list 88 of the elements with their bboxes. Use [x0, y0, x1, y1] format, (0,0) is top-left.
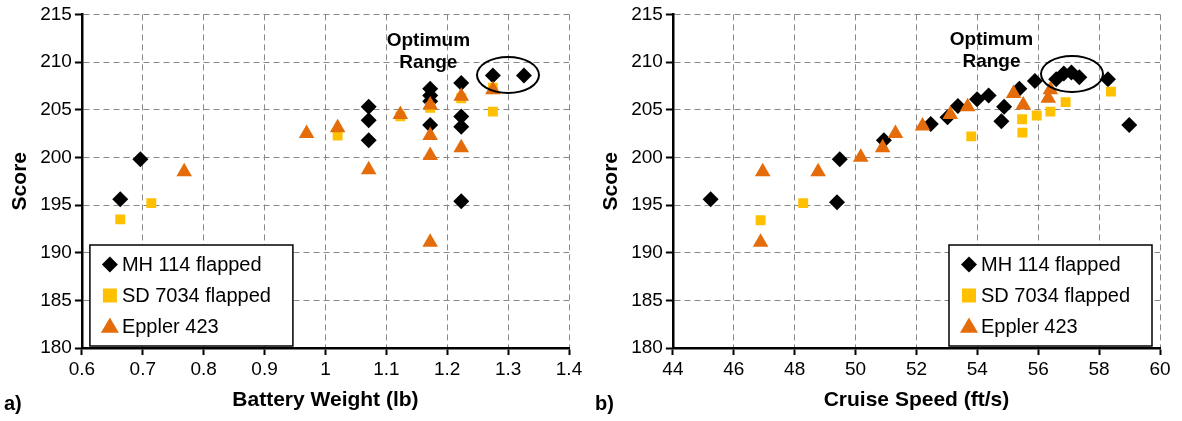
y-tick-label: 215	[631, 2, 663, 24]
y-tick-label: 200	[40, 145, 72, 167]
point	[146, 198, 157, 209]
point	[798, 198, 809, 209]
point	[360, 112, 377, 129]
point	[487, 106, 498, 117]
y-tick-label: 195	[40, 193, 72, 215]
point	[422, 146, 438, 160]
point	[360, 132, 377, 149]
text: b)	[595, 392, 614, 415]
point	[360, 160, 377, 175]
x-tick-label: 56	[1027, 357, 1049, 379]
x-tick-label: 1.3	[494, 357, 522, 379]
x-tick-label: 1.1	[373, 357, 400, 379]
x-tick-label: 0.7	[129, 357, 156, 379]
x-tick-label: 0.6	[68, 357, 96, 379]
y-tick-label: 210	[631, 50, 663, 72]
point	[298, 124, 315, 139]
y-tick-label: 185	[40, 288, 72, 310]
x-axis-title: Cruise Speed (ft/s)	[823, 387, 1010, 411]
point	[966, 131, 977, 142]
y-tick-label: 190	[40, 240, 72, 262]
annotation: Optimum Range	[385, 29, 472, 74]
y-tick-label: 190	[631, 240, 663, 262]
legend-label: Eppler 423	[121, 315, 219, 338]
y-tick-label: 185	[631, 288, 663, 310]
annotation: Optimum Range	[948, 28, 1035, 73]
y-tick-label: 205	[40, 97, 72, 119]
y-tick-label: 205	[631, 97, 663, 119]
point	[484, 67, 501, 84]
y-tick-label: 215	[40, 2, 72, 24]
point	[112, 191, 129, 208]
point	[828, 194, 845, 211]
point	[360, 98, 377, 115]
x-tick-label: 1.2	[434, 357, 461, 379]
x-tick-label: 1	[320, 357, 331, 379]
point	[993, 113, 1010, 130]
x-tick-label: 0.8	[190, 357, 217, 379]
x-tick-label: 46	[723, 357, 745, 379]
point	[515, 67, 532, 84]
point	[176, 162, 192, 177]
x-tick-label: 52	[905, 357, 928, 379]
point	[1106, 86, 1116, 97]
legend-label: SD 7034 flapped	[121, 284, 271, 307]
text: a)	[4, 392, 22, 415]
point	[996, 98, 1013, 115]
point	[1060, 97, 1071, 108]
legend-label: Eppler 423	[981, 315, 1078, 338]
point	[1031, 110, 1042, 121]
point	[1017, 114, 1028, 125]
point	[969, 91, 986, 108]
x-tick-label: 58	[1088, 357, 1110, 379]
x-axis-title: Battery Weight (lb)	[232, 387, 419, 411]
point	[115, 214, 126, 225]
legend-label: MH 114 flapped	[981, 253, 1121, 276]
y-tick-label: 195	[631, 193, 663, 215]
point	[1099, 71, 1116, 88]
point	[980, 87, 997, 104]
point	[1026, 73, 1043, 90]
point	[1005, 84, 1022, 99]
point	[132, 151, 149, 168]
x-tick-label: 1.4	[555, 357, 583, 379]
point	[453, 138, 470, 153]
x-tick-label: 60	[1149, 357, 1171, 379]
point	[329, 118, 346, 133]
y-axis-title: Score	[7, 152, 31, 211]
point	[949, 97, 966, 114]
x-tick-label: 0.9	[251, 357, 278, 379]
legend-label: SD 7034 flapped	[981, 284, 1131, 307]
point	[831, 151, 848, 168]
y-tick-label: 200	[631, 145, 663, 167]
legend-label: MH 114 flapped	[121, 253, 262, 276]
point	[422, 233, 438, 247]
y-axis-title: Score	[598, 152, 622, 211]
x-tick-label: 48	[784, 357, 806, 379]
point	[1017, 127, 1028, 138]
x-tick-label: 54	[966, 357, 989, 379]
y-tick-label: 180	[40, 336, 72, 358]
point	[702, 191, 719, 208]
y-tick-label: 210	[40, 50, 72, 72]
x-tick-label: 44	[662, 357, 684, 379]
point	[1121, 116, 1138, 133]
point	[453, 75, 470, 92]
point	[453, 193, 470, 210]
point	[755, 215, 766, 226]
x-tick-label: 50	[844, 357, 867, 379]
y-tick-label: 180	[631, 336, 663, 358]
point	[1045, 106, 1056, 117]
